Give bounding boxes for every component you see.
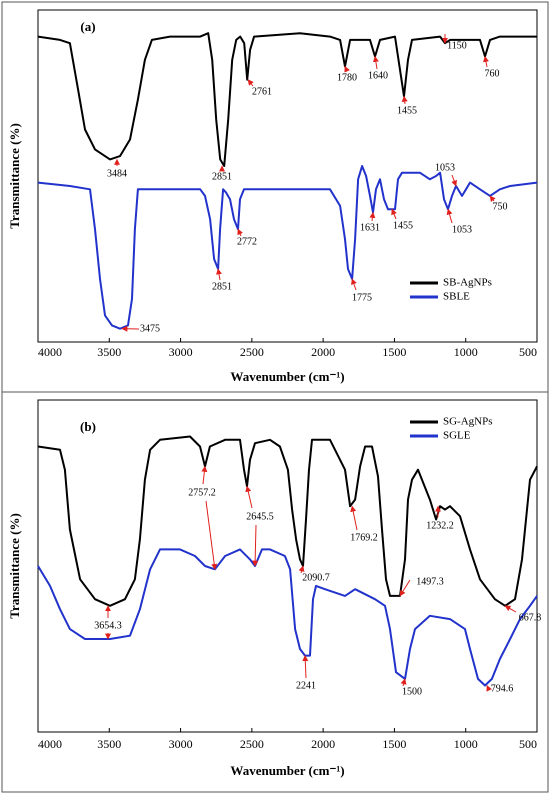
peak-label: 1775 — [352, 292, 372, 303]
x-tick-label: 500 — [519, 345, 537, 359]
peak-label: 2851 — [212, 281, 232, 292]
peak-arrow — [369, 211, 376, 222]
peak-arrow — [237, 228, 243, 237]
legend-label: SB-AgNPs — [443, 277, 492, 289]
x-tick-label: 2000 — [311, 345, 335, 359]
peak-arrow — [344, 65, 350, 73]
peak-label: 760 — [485, 68, 500, 79]
peak-label: 2090.7 — [302, 572, 330, 583]
x-tick-label: 1500 — [382, 737, 406, 751]
spectrum-line — [37, 435, 538, 607]
peak-label: 3484 — [107, 168, 127, 179]
peak-arrow — [205, 500, 218, 570]
peak-arrow — [489, 195, 496, 203]
peak-label: 2761 — [252, 86, 272, 97]
spectrum-line — [37, 165, 538, 330]
peak-arrow — [401, 95, 408, 105]
peak-label: 1769.2 — [350, 532, 378, 543]
peak-arrow — [391, 208, 397, 220]
legend-label: SBLE — [443, 291, 470, 303]
peak-arrow — [483, 55, 489, 68]
y-axis-title: Transmittance (%) — [7, 123, 22, 229]
peak-arrow — [245, 485, 253, 509]
peak-label: 2772 — [237, 236, 257, 247]
peak-arrow — [350, 505, 358, 531]
panel-label: (b) — [80, 419, 96, 434]
peak-arrow — [451, 174, 457, 187]
x-tick-label: 2500 — [240, 737, 264, 751]
peak-arrow — [399, 579, 411, 597]
legend-label: SGLE — [443, 430, 471, 442]
x-tick-label: 2500 — [240, 345, 264, 359]
peak-label: 1053 — [452, 224, 472, 235]
x-tick-label: 4000 — [38, 737, 62, 751]
peak-label: 750 — [493, 201, 508, 212]
peak-label: 2851 — [212, 171, 232, 182]
peak-label: 1053 — [435, 162, 455, 173]
peak-label: 1500 — [402, 686, 422, 697]
spectrum-line — [37, 548, 538, 687]
x-tick-label: 1000 — [454, 737, 478, 751]
peak-label: 1455 — [397, 105, 417, 116]
peak-label: 2757.2 — [188, 487, 216, 498]
peak-arrow — [446, 208, 453, 224]
x-tick-label: 3000 — [169, 737, 193, 751]
x-tick-label: 4000 — [38, 345, 62, 359]
x-axis-title: Wavenumber (cm⁻¹) — [230, 763, 344, 778]
peak-label: 3475 — [140, 323, 160, 334]
peak-arrow — [298, 565, 305, 574]
y-axis-title: Transmittance (%) — [7, 513, 22, 619]
x-tick-label: 3500 — [97, 345, 121, 359]
peak-label: 1631 — [360, 222, 380, 233]
peak-arrow — [302, 655, 309, 679]
peak-label: 1640 — [368, 70, 388, 81]
peak-label: 2645.5 — [246, 511, 274, 522]
legend-label: SG-AgNPs — [443, 416, 493, 428]
panel-label: (a) — [80, 19, 95, 34]
x-tick-label: 3000 — [169, 345, 193, 359]
peak-arrow — [400, 678, 407, 687]
peak-label: 667.8 — [519, 612, 542, 623]
peak-arrow — [216, 268, 222, 281]
plot-frame — [37, 9, 538, 343]
peak-label: 1455 — [393, 220, 413, 231]
peak-arrow — [486, 684, 492, 692]
peak-label: 794.6 — [491, 683, 514, 694]
x-tick-label: 1000 — [454, 345, 478, 359]
peak-label: 1497.3 — [416, 576, 444, 587]
peak-arrow — [247, 79, 254, 87]
spectrum-line — [37, 32, 537, 167]
x-tick-label: 2000 — [311, 737, 335, 751]
peak-label: 1232.2 — [426, 520, 454, 531]
x-tick-label: 3500 — [97, 737, 121, 751]
peak-label: 1780 — [337, 72, 357, 83]
peak-arrow — [252, 524, 259, 567]
x-tick-label: 500 — [519, 737, 537, 751]
plot-frame — [37, 399, 538, 733]
peak-label: 2241 — [296, 680, 316, 691]
x-tick-label: 1500 — [382, 345, 406, 359]
peak-arrow — [504, 605, 517, 613]
peak-arrow — [351, 278, 357, 291]
peak-arrow — [201, 465, 208, 485]
peak-arrow — [372, 55, 379, 70]
peak-label: 3654.3 — [94, 620, 122, 631]
peak-label: 1150 — [447, 40, 467, 51]
x-axis-title: Wavenumber (cm⁻¹) — [230, 369, 344, 384]
